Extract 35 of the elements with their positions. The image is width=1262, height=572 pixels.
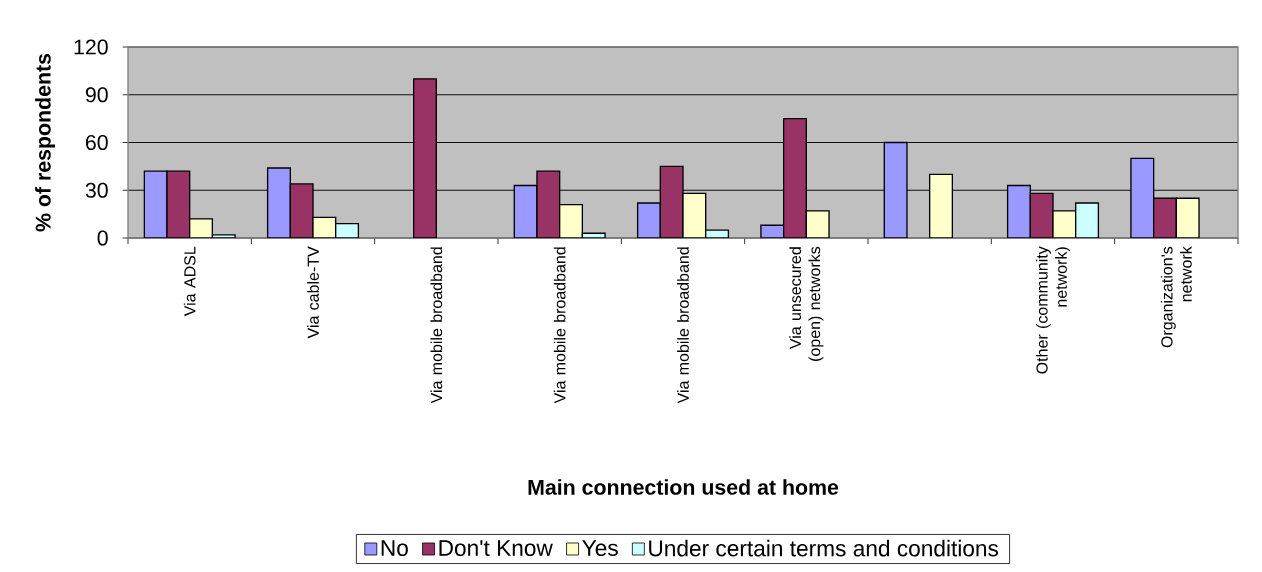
bar: [412, 78, 438, 238]
x-tick-label: Via ADSL: [183, 246, 196, 317]
x-tick-label: Via mobile broadband: [430, 247, 443, 404]
x-tick-label: Via mobile broadband: [677, 247, 689, 404]
bar: [660, 166, 683, 238]
bar: [1130, 157, 1155, 238]
y-tick-label: 30: [85, 182, 108, 198]
legend-label: No: [381, 540, 408, 557]
x-tick-label: Other (community network): [1035, 246, 1071, 374]
bar: [536, 171, 560, 238]
bar: [637, 202, 661, 238]
bar: [166, 170, 191, 238]
y-tick-label: 120: [74, 39, 108, 55]
legend-label: Don't Know: [439, 540, 553, 557]
y-tick-label: 90: [85, 87, 108, 103]
x-tick-label: Via mobile broadband: [553, 247, 566, 404]
bar: [929, 173, 954, 238]
bar: [266, 167, 291, 238]
x-tick-label: Via unsecured (open) networks: [789, 246, 824, 361]
legend-label: Yes: [582, 540, 618, 557]
bar: [1006, 184, 1031, 238]
bar: [514, 185, 537, 238]
y-tick-label: 0: [97, 230, 108, 246]
x-tick-label: Organization's network: [1160, 246, 1192, 348]
bar: [783, 118, 807, 238]
bar: [1075, 202, 1100, 238]
y-axis-title: % of respondents: [35, 53, 55, 232]
bar: [143, 170, 168, 238]
bar: [883, 141, 908, 238]
bar: [1152, 197, 1177, 238]
legend-label: Under certain terms and conditions: [649, 539, 999, 557]
x-axis-title: Main connection used at home: [528, 479, 839, 495]
y-tick-label: 60: [85, 134, 108, 151]
bar: [559, 204, 583, 238]
x-tick-label: Via cable-TV: [307, 246, 319, 339]
